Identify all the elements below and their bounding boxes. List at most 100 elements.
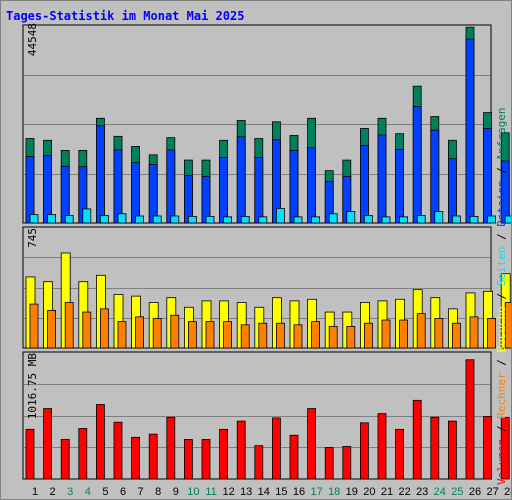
bar-rechner-day-1	[29, 303, 39, 349]
bar-dateien-day-12	[219, 157, 229, 224]
bar-rechner-day-10	[187, 321, 197, 349]
bar-seiten-day-12	[223, 216, 233, 224]
bar-dateien-day-8	[148, 164, 158, 224]
bar-seiten-day-6	[117, 213, 127, 224]
bar-rechner-day-20	[363, 322, 373, 349]
bar-seiten-day-26	[469, 216, 479, 224]
day-label-26: 26	[469, 486, 481, 498]
day-label-24: 24	[434, 486, 446, 498]
chart-title: Tages-Statistik im Monat Mai 2025	[6, 9, 245, 23]
bar-volumen-day-7	[131, 436, 141, 480]
bar-seiten-day-17	[311, 216, 321, 224]
bar-rechner-day-9	[170, 314, 180, 349]
legend-anfragen: Anfragen	[495, 107, 508, 160]
visits-hosts-panel	[22, 226, 511, 349]
bar-rechner-day-13	[240, 324, 250, 349]
bar-dateien-day-13	[236, 136, 246, 224]
day-label-3: 3	[67, 486, 73, 498]
bar-rechner-day-27	[487, 318, 497, 349]
bar-volumen-day-24	[430, 416, 440, 480]
bar-rechner-day-11	[205, 321, 215, 349]
bar-volumen-day-5	[96, 404, 105, 480]
legend-separator: /	[495, 286, 508, 306]
bar-dateien-day-25	[447, 158, 457, 224]
bar-volumen-day-15	[271, 417, 281, 480]
bar-seiten-day-15	[275, 208, 285, 224]
bar-dateien-day-16	[289, 150, 299, 224]
bar-volumen-day-18	[324, 447, 334, 480]
bar-volumen-day-19	[342, 446, 352, 480]
day-label-22: 22	[398, 486, 410, 498]
day-label-5: 5	[102, 486, 108, 498]
bar-seiten-day-3	[64, 215, 74, 224]
legend-separator: /	[495, 160, 508, 180]
day-label-16: 16	[293, 486, 305, 498]
bar-rechner-day-14	[258, 322, 268, 349]
day-label-12: 12	[222, 486, 234, 498]
bar-volumen-day-9	[166, 416, 176, 480]
legend-separator: /	[495, 419, 508, 439]
legend-separator: /	[495, 353, 508, 373]
bar-rechner-day-28	[504, 302, 511, 349]
legend-rechner: Rechner	[495, 372, 508, 419]
day-label-1: 1	[32, 486, 38, 498]
day-label-10: 10	[187, 486, 199, 498]
bar-volumen-day-11	[201, 439, 211, 480]
bar-rechner-day-12	[223, 321, 233, 349]
bar-volumen-day-8	[148, 433, 158, 480]
bar-dateien-day-5	[96, 125, 105, 224]
legend-dateien: Dateien	[495, 180, 508, 226]
bar-dateien-day-24	[430, 129, 440, 224]
bar-volumen-day-23	[412, 399, 422, 480]
bar-rechner-day-3	[64, 302, 74, 349]
day-label-11: 11	[205, 486, 216, 498]
bar-volumen-day-14	[254, 445, 264, 480]
bar-dateien-day-17	[307, 147, 317, 224]
bar-dateien-day-21	[377, 134, 387, 224]
bar-dateien-day-2	[43, 155, 52, 224]
bar-seiten-day-13	[240, 216, 250, 224]
bar-seiten-day-5	[100, 215, 109, 224]
bar-volumen-day-21	[377, 413, 387, 480]
day-label-7: 7	[138, 486, 144, 498]
day-label-8: 8	[155, 486, 161, 498]
day-label-27: 27	[486, 486, 498, 498]
bar-rechner-day-18	[328, 326, 338, 349]
bar-seiten-day-28	[504, 215, 511, 224]
bar-seiten-day-20	[363, 215, 373, 224]
bar-rechner-day-21	[381, 319, 391, 349]
bar-seiten-day-2	[47, 214, 56, 224]
bar-dateien-day-22	[395, 149, 405, 224]
bar-seiten-day-16	[293, 216, 303, 224]
bar-rechner-day-15	[275, 322, 285, 349]
day-label-23: 23	[416, 486, 428, 498]
day-label-6: 6	[120, 486, 126, 498]
bar-rechner-day-5	[100, 308, 109, 349]
bar-volumen-day-3	[60, 439, 70, 480]
x-axis-day-labels: 1 2 3 4 5 6 7 8 9 10 11 12 13 14 15 16 17 18 19 20 21 22 23 24 2…	[32, 486, 511, 498]
bar-seiten-day-8	[152, 215, 162, 224]
bar-rechner-day-24	[434, 318, 444, 349]
bar-rechner-day-6	[117, 321, 127, 349]
bar-dateien-day-1	[25, 156, 35, 224]
bar-seiten-day-25	[451, 215, 461, 224]
bar-volumen-day-10	[183, 439, 193, 480]
legend-volumen: Volumen	[495, 439, 508, 485]
bar-rechner-day-2	[47, 310, 56, 349]
legend-seiten: Seiten	[495, 247, 508, 287]
middle-ymax-label: 745	[26, 228, 39, 248]
bar-seiten-day-22	[399, 216, 409, 224]
bar-rechner-day-22	[399, 319, 409, 349]
bar-seiten-day-7	[135, 215, 145, 224]
bar-volumen-day-25	[447, 420, 457, 480]
legend-besuche: Besuche	[495, 306, 508, 352]
bar-seiten-day-1	[29, 214, 39, 224]
bar-seiten-day-18	[328, 213, 338, 224]
bar-dateien-day-14	[254, 157, 264, 224]
bar-volumen-day-2	[43, 408, 52, 480]
bar-rechner-day-25	[451, 322, 461, 349]
bar-volumen-day-27	[483, 416, 493, 480]
bar-rechner-day-4	[82, 311, 92, 349]
